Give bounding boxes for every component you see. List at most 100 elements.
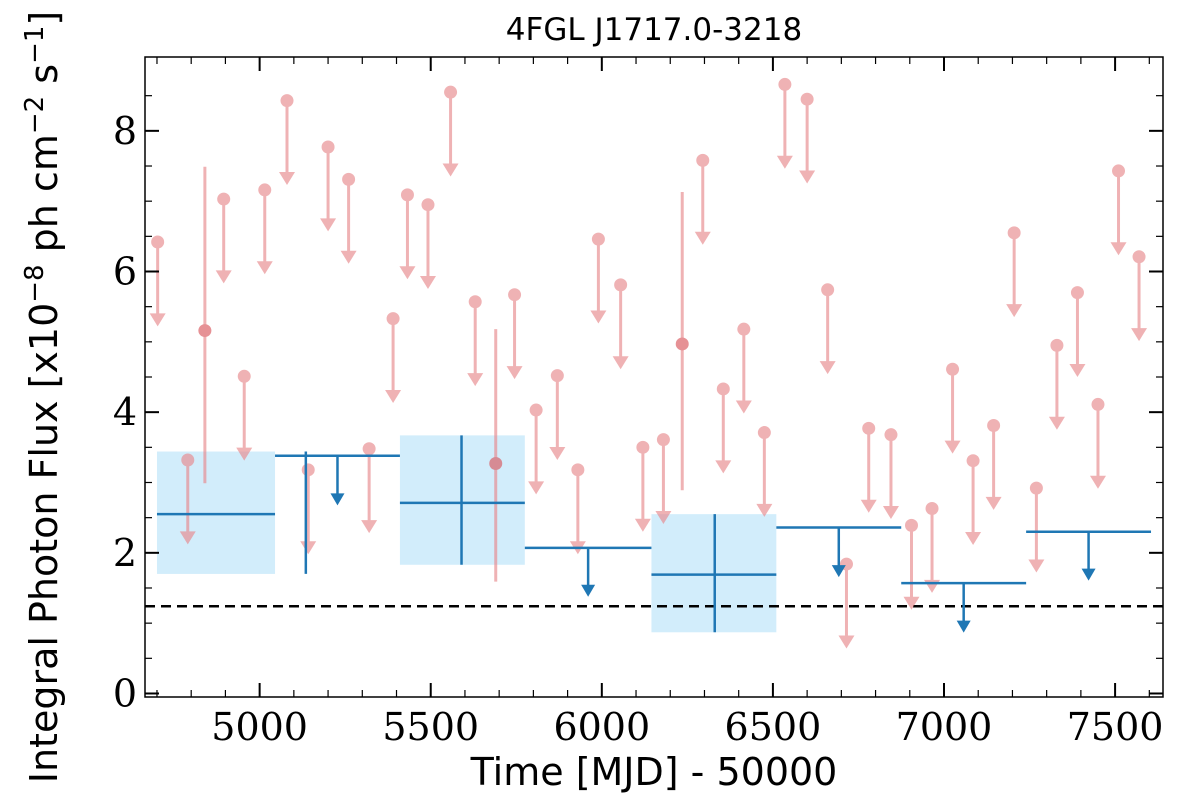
short-bin-upper-limit-marker bbox=[800, 92, 814, 106]
short-bin-upper-limit-31 bbox=[860, 421, 877, 513]
long-bin-upper-limit-0 bbox=[275, 454, 400, 506]
short-bin-upper-limit-arrow bbox=[985, 496, 1002, 510]
short-bin-upper-limit-marker bbox=[386, 312, 400, 326]
short-bin-upper-limit-marker bbox=[258, 183, 272, 197]
short-bin-upper-limit-marker bbox=[966, 454, 980, 468]
short-bin-upper-limit-arrow bbox=[419, 276, 436, 290]
short-bin-upper-limit-marker bbox=[301, 463, 315, 477]
short-bin-upper-limit-27 bbox=[776, 77, 793, 169]
short-bin-upper-limit-marker bbox=[342, 172, 356, 186]
y-axis-label-main: Integral Photon Flux [x10 bbox=[22, 303, 66, 784]
short-bin-upper-limit-arrow bbox=[320, 218, 337, 232]
y-axis-label-exp1: −8 bbox=[20, 264, 50, 302]
short-bin-upper-limit-11 bbox=[399, 188, 416, 280]
short-bin-upper-limit-marker bbox=[280, 94, 294, 108]
short-bin-upper-limit-arrow bbox=[1069, 363, 1086, 377]
short-bin-upper-limit-arrow bbox=[1028, 559, 1045, 573]
y-tick-label: 0 bbox=[113, 671, 137, 715]
y-tick-label: 6 bbox=[113, 250, 137, 294]
short-bin-upper-limit-26 bbox=[756, 426, 773, 517]
short-bin-upper-limit-arrow bbox=[634, 518, 651, 532]
short-bin-upper-limit-arrow bbox=[340, 250, 357, 264]
long-bin-upper-limit-arrow bbox=[581, 584, 596, 597]
short-bin-detection-0 bbox=[198, 166, 212, 484]
short-bin-upper-limit-marker bbox=[400, 188, 414, 202]
short-bin-upper-limit-arrow bbox=[655, 510, 672, 524]
short-bin-upper-limit-37 bbox=[985, 419, 1002, 510]
short-bin-upper-limit-marker bbox=[614, 278, 628, 292]
short-bin-upper-limit-marker bbox=[571, 463, 585, 477]
short-bin-upper-limit-marker bbox=[550, 369, 564, 383]
short-bin-upper-limit-marker bbox=[904, 518, 918, 532]
short-bin-upper-limit-33 bbox=[903, 518, 920, 610]
short-bin-upper-limit-12 bbox=[419, 198, 436, 290]
short-bin-upper-limit-23 bbox=[694, 153, 711, 245]
short-bin-upper-limit-arrow bbox=[256, 261, 273, 275]
short-bin-upper-limit-arrow bbox=[1006, 304, 1023, 318]
axes: 5000 5500 6000 6500 7000 7500 0 2 4 6 8 bbox=[113, 57, 1163, 749]
short-bin-upper-limit-marker bbox=[716, 382, 730, 396]
short-bin-upper-limit-8 bbox=[340, 172, 357, 264]
short-bin-upper-limit-22 bbox=[655, 433, 672, 524]
short-bin-upper-limit-40 bbox=[1048, 338, 1065, 430]
short-bin-upper-limit-marker bbox=[757, 426, 771, 440]
short-bin-upper-limit-13 bbox=[442, 85, 459, 177]
short-bin-upper-limit-marker bbox=[321, 140, 335, 154]
long-bin-upper-limit-2 bbox=[776, 526, 902, 578]
short-bin-upper-limit-marker bbox=[1112, 164, 1126, 178]
short-bin-upper-limit-arrow bbox=[361, 520, 378, 534]
x-axis-label: Time [MJD] - 50000 bbox=[470, 750, 838, 794]
y-tick-label: 8 bbox=[113, 109, 137, 153]
short-bin-upper-limit-16 bbox=[528, 403, 545, 495]
short-bin-upper-limit-marker bbox=[696, 153, 710, 167]
short-bin-upper-limit-marker bbox=[1007, 226, 1021, 240]
y-axis-label-exp2: −2 bbox=[20, 96, 50, 134]
short-bin-upper-limit-9 bbox=[361, 442, 378, 534]
x-tick-label: 5000 bbox=[211, 705, 308, 749]
y-axis-label-end: ] bbox=[22, 11, 66, 26]
short-bin-upper-limit-arrow bbox=[1048, 416, 1065, 430]
short-bin-upper-limit-arrow bbox=[799, 170, 816, 184]
short-bin-upper-limit-7 bbox=[320, 140, 337, 232]
short-bin-upper-limit-arrow bbox=[612, 356, 629, 370]
plot-area: 5000 5500 6000 6500 7000 7500 0 2 4 6 8 bbox=[113, 56, 1164, 749]
short-bin-upper-limit-marker bbox=[529, 403, 543, 417]
short-bin-upper-limit-arrow bbox=[694, 231, 711, 245]
short-bin-upper-limit-marker bbox=[237, 369, 251, 383]
short-bin-upper-limit-42 bbox=[1089, 397, 1106, 489]
short-bin-upper-limit-marker bbox=[217, 192, 231, 206]
y-tick-label: 2 bbox=[113, 531, 137, 575]
short-bin-upper-limit-marker bbox=[468, 295, 482, 309]
short-bin-upper-limit-arrow bbox=[236, 447, 253, 461]
short-bin-upper-limit-17 bbox=[549, 369, 566, 460]
short-bin-upper-limit-arrow bbox=[528, 481, 545, 495]
short-bin-upper-limit-arrow bbox=[860, 499, 877, 513]
long-bin-upper-limit-arrow bbox=[1081, 568, 1096, 581]
short-bin-upper-limit-marker bbox=[925, 502, 939, 516]
short-bin-upper-limit-arrow bbox=[279, 171, 296, 185]
short-bin-upper-limit-arrow bbox=[215, 270, 232, 284]
long-bin-upper-limit-4 bbox=[1026, 530, 1152, 581]
short-bin-upper-limit-arrow bbox=[965, 532, 982, 546]
short-bin-upper-limit-marker bbox=[884, 428, 898, 442]
short-bin-upper-limit-6 bbox=[300, 463, 317, 555]
short-bin-upper-limit-marker bbox=[737, 322, 751, 336]
y-axis-label-mid2: s bbox=[22, 64, 66, 96]
short-bin-upper-limit-arrow bbox=[385, 389, 402, 403]
long-bin-upper-limit-arrow bbox=[831, 565, 846, 578]
short-bin-upper-limit-24 bbox=[715, 382, 732, 474]
short-bin-upper-limit-arrow bbox=[776, 155, 793, 169]
short-bin-upper-limit-arrow bbox=[506, 366, 523, 380]
short-bin-upper-limit-1 bbox=[179, 453, 196, 545]
short-bin-upper-limit-marker bbox=[987, 419, 1001, 433]
y-axis-label: Integral Photon Flux [x10−8 ph cm−2 s−1] bbox=[20, 11, 66, 784]
long-bin-upper-limit-arrow bbox=[330, 493, 345, 506]
short-bin-upper-limit-marker bbox=[444, 85, 458, 99]
short-bin-upper-limit-arrow bbox=[1110, 242, 1127, 256]
short-bin-upper-limit-arrow bbox=[819, 361, 836, 375]
short-bin-upper-limit-marker bbox=[362, 442, 376, 456]
short-bin-upper-limit-arrow bbox=[590, 310, 607, 324]
short-bin-upper-limit-5 bbox=[279, 94, 296, 185]
short-bin-upper-limit-arrow bbox=[1131, 328, 1148, 342]
